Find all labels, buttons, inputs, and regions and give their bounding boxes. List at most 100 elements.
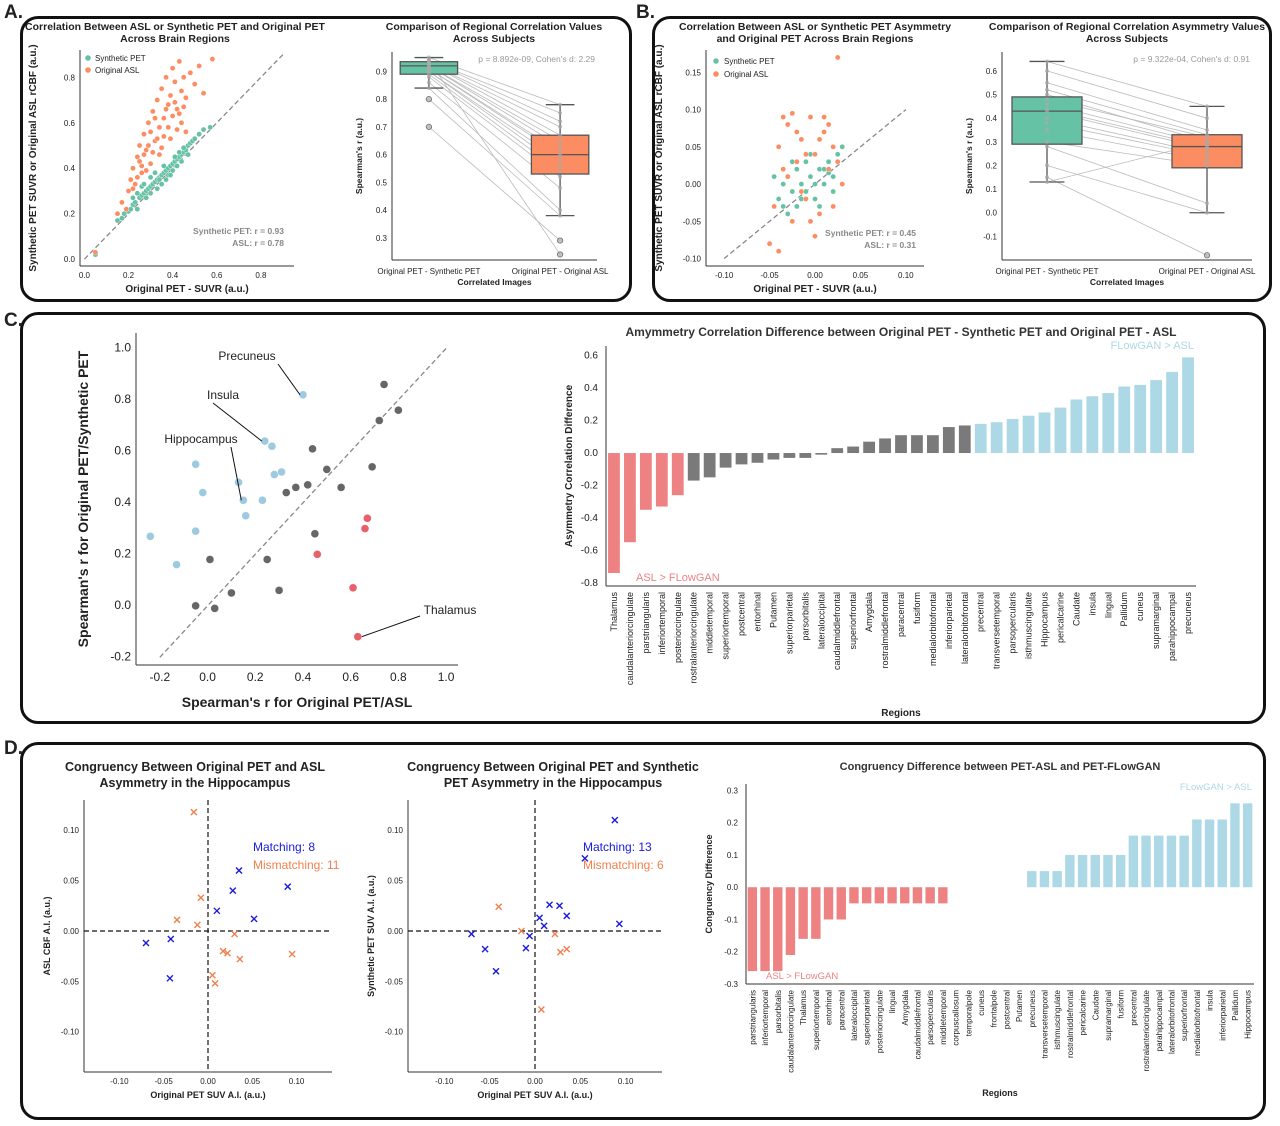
D1-annotation-mismatching: Mismatching: 11 — [253, 858, 340, 872]
B2-pair-point — [1045, 139, 1049, 144]
B1-point-original-asl — [807, 218, 814, 225]
D3-x-tick-label: paracentral — [837, 990, 846, 1030]
C2-y-tick-label: 0.4 — [584, 383, 598, 394]
D2-point-mismatching — [551, 930, 559, 938]
A1-point-original-asl — [191, 81, 198, 87]
D3-x-tick-label: frontalpole — [990, 989, 999, 1027]
D3-title: Congruency Difference between PET-ASL an… — [840, 761, 1161, 773]
A2-pair-line — [428, 62, 561, 136]
D3-annotation-positive: FLowGAN > ASL — [1180, 782, 1252, 793]
A2-title-line: Comparison of Regional Correlation Value… — [386, 21, 603, 33]
C2-bar — [863, 441, 876, 454]
D3-x-tick-label: lingual — [888, 990, 897, 1013]
C2-x-tick-label: lateraloccipital — [816, 592, 826, 649]
D3-x-tick-label: insula — [1206, 989, 1215, 1010]
A1-point-synthetic-pet — [207, 124, 213, 131]
D1-point-mismatching — [190, 808, 198, 816]
D3-bar — [887, 887, 897, 904]
A1-point-synthetic-pet — [176, 149, 183, 156]
D1-y-tick-label: -0.05 — [61, 977, 80, 986]
D2-point-matching — [581, 854, 589, 862]
B1-point-synthetic-pet — [780, 181, 787, 187]
A1-point-synthetic-pet — [158, 181, 165, 187]
D3-bar — [1141, 835, 1151, 888]
A1-point-synthetic-pet — [163, 176, 169, 183]
A2-pair-point — [558, 152, 563, 157]
D2-point-matching — [492, 967, 500, 975]
D2-x-tick-label: 0.05 — [573, 1077, 589, 1086]
A2-pair-point — [558, 158, 563, 163]
D3-bar — [1242, 803, 1253, 888]
D3-x-tick-label: superiortemporal — [812, 990, 821, 1050]
B1-point-original-asl — [834, 158, 841, 165]
B1-point-original-asl — [775, 248, 782, 254]
A1-point-original-asl — [183, 94, 189, 101]
C2-bar — [879, 438, 891, 454]
A1-legend-marker — [85, 67, 91, 73]
A1-point-synthetic-pet — [185, 151, 191, 158]
D2-point-mismatching — [563, 945, 571, 953]
C2-bar — [1102, 393, 1115, 454]
A2-x-axis-label: Correlated Images — [457, 277, 531, 287]
B2-pair-point — [1045, 120, 1049, 125]
C1-x-tick-label: 0.0 — [199, 670, 216, 684]
C2-bar — [767, 453, 780, 460]
A1-point-original-asl — [134, 154, 141, 160]
A1-point-original-asl — [143, 147, 149, 153]
B1-point-original-asl — [789, 110, 796, 117]
D1-x-axis-label: Original PET SUV A.I. (a.u.) — [150, 1090, 265, 1100]
D3-x-tick-label: lateraloccipital — [850, 990, 859, 1041]
C2-x-tick-label: middletemporal — [705, 592, 715, 654]
D1-point-stroke — [284, 883, 292, 891]
D3-bar — [811, 887, 821, 939]
A1-point-original-asl — [138, 163, 145, 169]
D1-x-tick-label: 0.05 — [244, 1077, 260, 1086]
B1-point-original-asl — [812, 233, 818, 240]
A1-point-synthetic-pet — [169, 167, 176, 174]
B2-title-line: Across Subjects — [1086, 33, 1168, 45]
C2-bar — [783, 453, 796, 458]
C1-point-gray — [394, 406, 403, 415]
A1-point-original-asl — [130, 165, 136, 172]
B2-pair-point — [1205, 146, 1209, 151]
A2-pair-point — [558, 102, 563, 107]
A2-pair-point — [558, 144, 563, 149]
C2-x-tick-label: Putamen — [768, 592, 778, 628]
B2-y-tick-label: 0.1 — [986, 185, 998, 194]
D3-x-tick-label: transversetemporal — [1040, 990, 1049, 1059]
A1-annotation: ASL: r = 0.78 — [232, 238, 284, 248]
C1-point-gray — [291, 483, 301, 492]
D2-point-mismatching — [537, 1006, 545, 1014]
D1-x-tick-label: -0.10 — [110, 1077, 129, 1086]
C2-bar — [624, 453, 636, 543]
D3-x-tick-label: lateralorbitofrontal — [1167, 990, 1176, 1054]
D3-x-tick-label: caudalmiddlefrontal — [913, 990, 922, 1060]
C1-point-gray — [227, 588, 236, 598]
D3-y-tick-label: -0.2 — [724, 948, 738, 957]
C2-bar — [1038, 412, 1051, 454]
D1-x-tick-label: 0.10 — [289, 1077, 305, 1086]
A1-point-original-asl — [154, 135, 161, 142]
D3-x-tick-label: Putamen — [1015, 990, 1024, 1022]
C1-x-tick-label: 0.6 — [342, 670, 359, 684]
C2-x-tick-label: rostralmiddlefrontal — [880, 592, 890, 669]
B1-point-synthetic-pet — [780, 203, 787, 210]
D1-point-matching — [229, 887, 237, 895]
D2-point-stroke — [546, 901, 554, 909]
D3-bar — [849, 887, 859, 904]
C1-point-blue — [146, 532, 155, 541]
A1-point-original-asl — [127, 176, 134, 183]
C1-point-gray — [282, 488, 291, 497]
B1-point-original-asl — [830, 144, 836, 150]
B1-point-original-asl — [839, 181, 846, 187]
D3-x-tick-label: supramarginal — [1104, 990, 1113, 1041]
A1-point-original-asl — [167, 92, 174, 99]
A1-point-original-asl — [165, 101, 172, 108]
A1-point-synthetic-pet — [130, 194, 136, 201]
A1-x-tick-label: 0.8 — [255, 271, 267, 280]
B1-point-synthetic-pet — [830, 173, 836, 180]
A2-pair-line — [428, 65, 561, 147]
D2-annotation-mismatching: Mismatching: 6 — [583, 858, 664, 872]
D1-point-stroke — [219, 947, 227, 955]
